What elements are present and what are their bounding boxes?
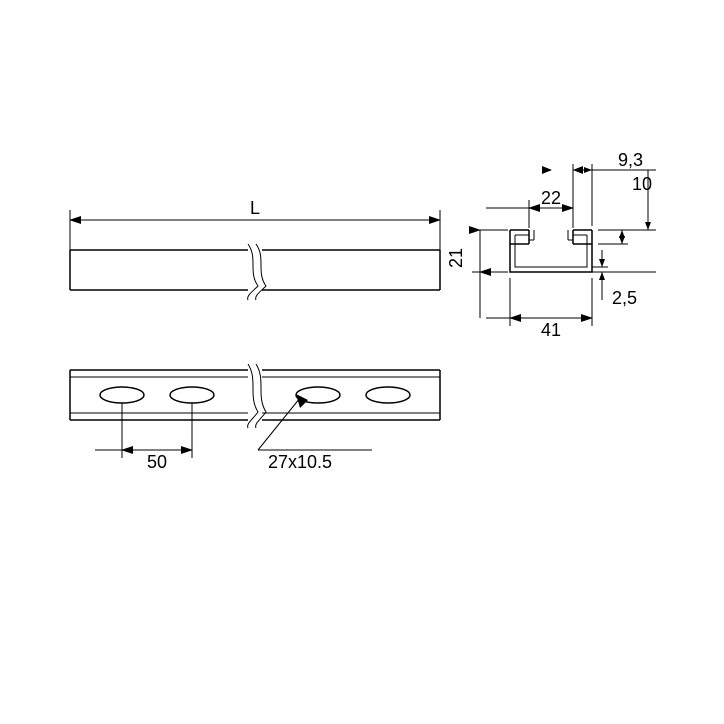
- slot: [170, 387, 214, 403]
- slot: [366, 387, 410, 403]
- top-slotted-view: 50 27x10.5: [70, 364, 440, 472]
- dim-pitch-50: 50: [147, 452, 167, 472]
- technical-drawing: L: [0, 0, 724, 724]
- dim-41: 41: [541, 320, 561, 340]
- dim-length-L: L: [250, 198, 260, 218]
- dim-slot-27x10_5: 27x10.5: [268, 452, 332, 472]
- dim-2_5: 2,5: [612, 288, 637, 308]
- dim-10: 10: [632, 174, 652, 194]
- side-profile-view: L: [70, 198, 440, 300]
- dim-21: 21: [446, 248, 466, 268]
- dim-9_3: 9,3: [618, 150, 643, 170]
- cross-section-view: 41 21 22 9,3 10: [446, 150, 656, 340]
- slot: [100, 387, 144, 403]
- dim-22: 22: [541, 188, 561, 208]
